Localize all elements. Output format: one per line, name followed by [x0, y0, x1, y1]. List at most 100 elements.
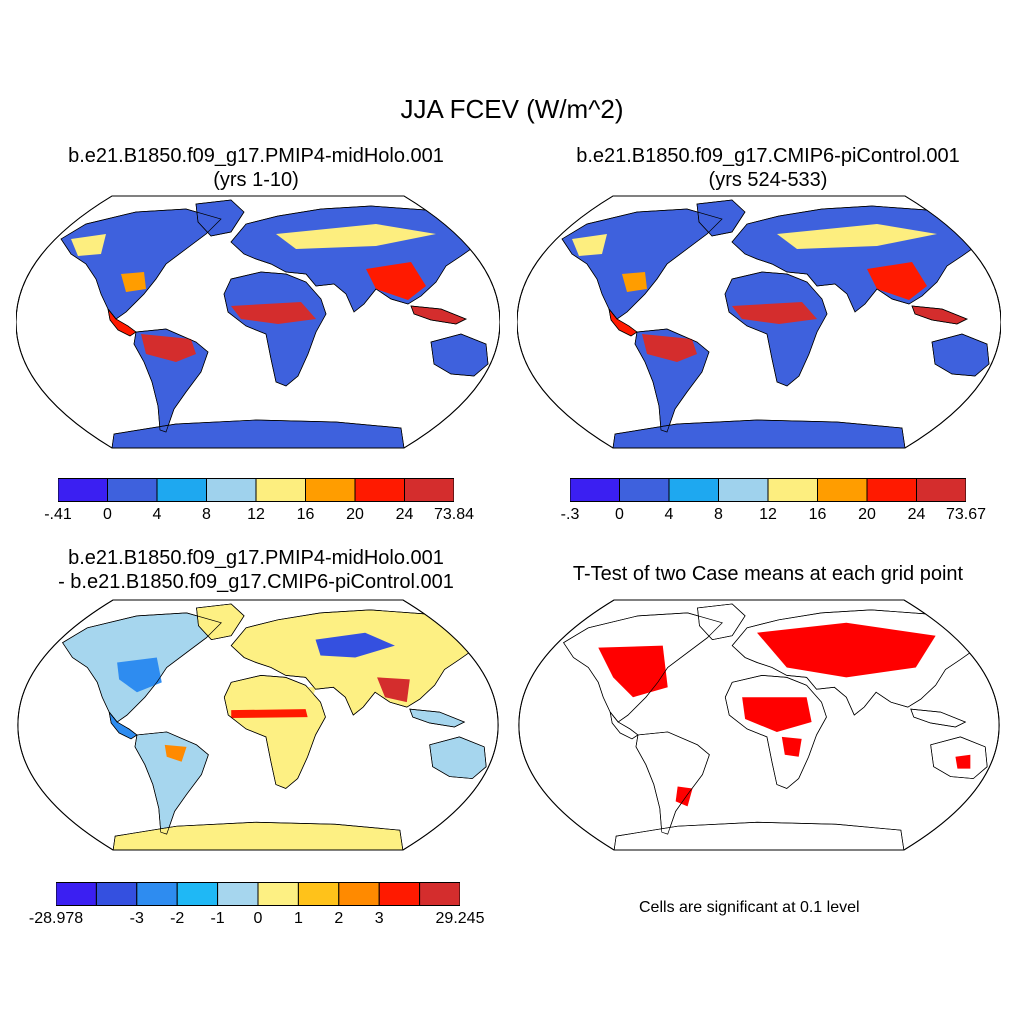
- significance-note: Cells are significant at 0.1 level: [639, 899, 860, 916]
- colorbar-3-swatch-5: [257, 882, 299, 906]
- colorbar-2-swatch-5: [817, 478, 868, 502]
- map-4-field-2: [742, 697, 812, 732]
- colorbar-3-label-4: -1: [210, 910, 225, 927]
- map-3-field-0: [315, 632, 395, 658]
- map-3-field-5: [231, 685, 316, 708]
- map-4-coastline-central-america: [609, 711, 639, 740]
- colorbar-1-label-8: 73.84: [433, 506, 475, 523]
- panel4-title-line1: T-Test of two Case means at each grid po…: [572, 563, 964, 585]
- colorbar-3-label-5: 0: [253, 910, 263, 927]
- map-4-coastline-antarctica: [613, 821, 905, 851]
- colorbar-2-swatch-7: [916, 478, 966, 502]
- map-3-coastline-north-america: [62, 612, 222, 723]
- colorbar-2-label-7: 24: [907, 506, 926, 523]
- colorbar-1-label-0: -.41: [44, 506, 72, 523]
- colorbar-1-swatch-5: [305, 478, 356, 502]
- colorbar-1-label-2: 4: [152, 506, 162, 523]
- map-3-coastline-antarctica: [112, 821, 404, 851]
- colorbar-3-swatch-8: [378, 882, 421, 906]
- map-4-coastline-north-america: [563, 612, 723, 723]
- colorbar-1-swatch-0: [58, 478, 108, 502]
- map-3-field-4: [164, 744, 187, 762]
- figure-title: JJA FCEV (W/m^2): [400, 94, 624, 124]
- colorbar-3-swatch-2: [136, 882, 178, 906]
- map-4-coastline-africa: [724, 675, 827, 789]
- map-4-coastline-australia: [930, 736, 988, 779]
- panel4-title: T-Test of two Case means at each grid po…: [512, 562, 1024, 586]
- colorbar-1-label-5: 16: [296, 506, 315, 523]
- colorbar-2-swatch-1: [619, 478, 670, 502]
- map-1-field-1: [231, 302, 316, 324]
- map-1-coastline-north-america: [60, 208, 222, 320]
- map-1-field-5: [121, 272, 146, 292]
- colorbar-1-swatch-2: [156, 478, 207, 502]
- colorbar-3-swatch-1: [95, 882, 138, 906]
- map-2-field-2: [867, 262, 927, 300]
- map-1-field-0: [141, 334, 196, 362]
- map-1-coastline-africa: [223, 271, 327, 387]
- map-1-coastline-greenland: [195, 199, 245, 237]
- colorbar-2-swatch-3: [718, 478, 769, 502]
- colorbar-2-label-4: 12: [759, 506, 777, 523]
- map-3-coastline-africa: [223, 675, 326, 789]
- map-2-field-1: [732, 302, 817, 324]
- colorbar-2-swatch-4: [767, 478, 818, 502]
- colorbar-2-label-1: 0: [615, 506, 624, 523]
- map-3-field-1: [117, 657, 162, 693]
- panel3-title-line2: - b.e21.B1850.f09_g17.CMIP6-piControl.00…: [58, 571, 454, 593]
- panel1-title-line2: (yrs 1-10): [213, 169, 299, 191]
- map-4-coastline-maritime: [910, 708, 967, 728]
- map-1-frame: [16, 195, 500, 449]
- map-4-field-0: [598, 645, 668, 698]
- map-1-coastline-antarctica: [111, 419, 405, 448]
- colorbar-1-label-7: 24: [395, 506, 414, 523]
- map-1-field-4: [71, 234, 106, 256]
- map-1-coastline-south-america: [133, 328, 209, 433]
- colorbar-2-swatch-0: [570, 478, 620, 502]
- map-3-frame: [17, 599, 499, 851]
- map-2-field-3: [777, 224, 937, 249]
- colorbar-1-swatch-4: [255, 478, 306, 502]
- panel1-title-line1: b.e21.B1850.f09_g17.PMIP4-midHolo.001: [68, 145, 444, 167]
- map-1-field-3: [276, 224, 436, 249]
- colorbar-1-swatch-1: [107, 478, 158, 502]
- map-3-coastline-eurasia: [230, 609, 485, 716]
- panel2-title-line1: b.e21.B1850.f09_g17.CMIP6-piControl.001: [576, 145, 960, 167]
- panel3-title: b.e21.B1850.f09_g17.PMIP4-midHolo.001 - …: [0, 546, 512, 594]
- colorbar-3-swatch-3: [176, 882, 219, 906]
- colorbar-3-label-8: 3: [374, 910, 384, 927]
- colorbar-3-label-7: 2: [334, 910, 344, 927]
- colorbar-3-label-6: 1: [293, 910, 303, 927]
- map-1-coastline-central-america: [107, 308, 137, 337]
- map-panel-1: [16, 195, 500, 449]
- map-4-frame: [518, 599, 1000, 851]
- map-4-field-1: [757, 622, 936, 678]
- map-2-coastline-south-america: [634, 328, 710, 433]
- colorbar-3-swatch-7: [338, 882, 380, 906]
- map-2-field-4: [572, 234, 607, 256]
- colorbar-2: -.3 0 4 8 12 16 20 24 73.67: [561, 478, 986, 523]
- map-panel-4: [518, 599, 1000, 851]
- map-1-coastline-australia: [430, 333, 489, 377]
- map-panel-3: [17, 599, 499, 851]
- map-4-field-5: [675, 786, 693, 807]
- map-4-coastline-eurasia: [731, 609, 986, 716]
- panel2-title: b.e21.B1850.f09_g17.CMIP6-piControl.001 …: [512, 144, 1024, 192]
- map-3-coastline-central-america: [108, 711, 138, 740]
- map-2-coastline-australia: [931, 333, 990, 377]
- map-2-coastline-maritime: [911, 305, 968, 325]
- panel1-title: b.e21.B1850.f09_g17.PMIP4-midHolo.001 (y…: [0, 144, 512, 192]
- colorbar-2-label-3: 8: [714, 506, 723, 523]
- colorbar-2-label-5: 16: [808, 506, 827, 523]
- map-2-field-5: [622, 272, 647, 292]
- map-4-coastline-greenland: [697, 603, 746, 641]
- colorbar-3-swatch-9: [419, 882, 460, 906]
- map-4-field-4: [955, 754, 971, 769]
- map-panel-2: [517, 195, 1001, 449]
- colorbar-1-label-6: 20: [346, 506, 364, 523]
- map-2-coastline-greenland: [696, 199, 746, 237]
- map-4-coastline-south-america: [635, 731, 710, 835]
- map-3-coastline-south-america: [134, 731, 209, 835]
- map-2-coastline-eurasia: [731, 205, 988, 313]
- colorbar-1-label-3: 8: [202, 506, 211, 523]
